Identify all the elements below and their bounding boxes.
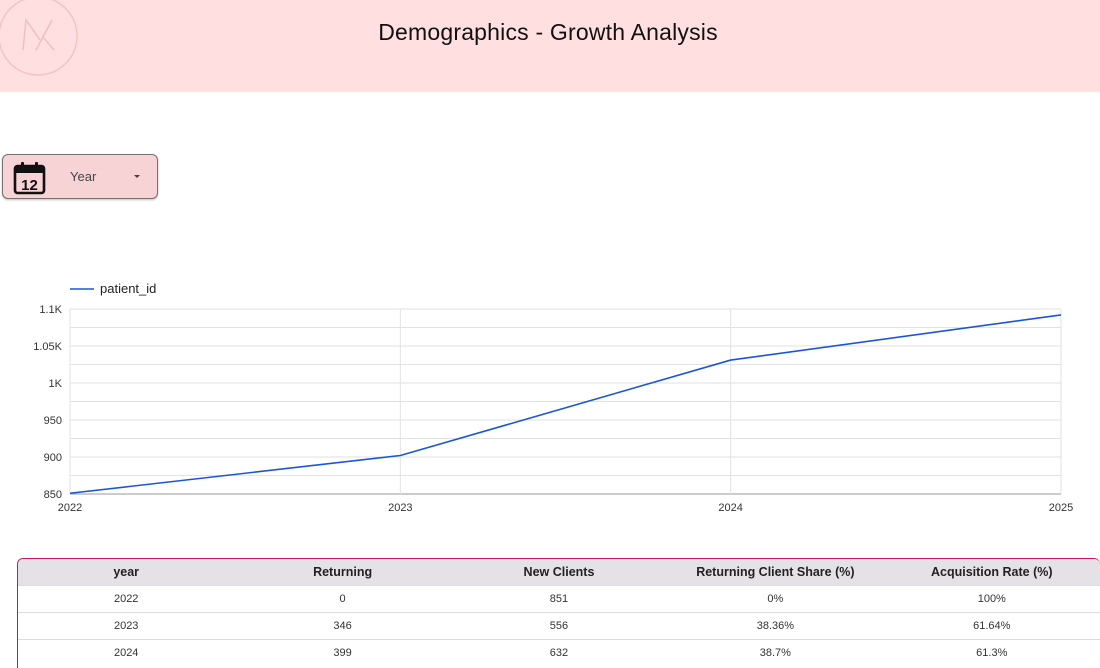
table-cell: 0% — [667, 585, 884, 613]
table-body: 2022 0 851 0% 100% 2023 346 556 38.36% 61.64% 2024… — [18, 585, 1100, 666]
chart-grid — [69, 308, 1062, 495]
series-line[interactable] — [69, 314, 1062, 495]
y-tick-label: 1K — [49, 378, 63, 390]
table-cell: 0 — [234, 585, 451, 613]
column-header[interactable]: Returning — [234, 559, 451, 586]
y-tick-label: 1.05K — [33, 341, 62, 353]
table-header-row: year Returning New Clients Returning Client… — [18, 559, 1100, 586]
column-header[interactable]: Acquisition Rate (%) — [883, 559, 1100, 586]
table-cell: 2022 — [18, 585, 235, 613]
header-banner: Demographics - Growth Analysis — [0, 0, 1100, 92]
chevron-down-icon — [134, 175, 140, 178]
growth-table: year Returning New Clients Returning Client… — [17, 558, 1100, 668]
table-cell: 632 — [450, 639, 668, 666]
y-tick-label: 850 — [44, 489, 62, 501]
calendar-day-number: 12 — [21, 177, 38, 194]
x-tick-label: 2025 — [1049, 502, 1073, 514]
table-cell: 556 — [450, 612, 668, 640]
chart-series — [64, 309, 1067, 499]
table-cell: 346 — [234, 612, 451, 640]
y-axis-ticks: 850 900 950 1K 1.05K 1.1K — [33, 304, 62, 501]
x-tick-label: 2024 — [718, 502, 742, 514]
table-cell: 61.3% — [883, 639, 1100, 666]
column-header[interactable]: year — [18, 559, 235, 586]
year-filter-label: Year — [70, 169, 97, 184]
chart-legend[interactable]: patient_id — [70, 281, 156, 296]
calendar-icon: 12 — [13, 162, 46, 195]
y-tick-label: 1.1K — [39, 304, 62, 316]
growth-line-chart: 850 900 950 1K 1.05K 1.1K 2022 2023 2024 2025 pa… — [0, 276, 1100, 516]
monogram-logo-icon — [0, 0, 78, 76]
y-tick-label: 900 — [44, 452, 62, 464]
data-point[interactable] — [725, 354, 737, 366]
data-point[interactable] — [64, 487, 76, 499]
legend-label: patient_id — [100, 281, 156, 296]
table-cell: 2023 — [18, 612, 235, 640]
line-chart-svg: 850 900 950 1K 1.05K 1.1K 2022 2023 2024 2025 pa… — [33, 281, 1073, 514]
table-cell: 2024 — [18, 639, 235, 666]
year-filter-dropdown[interactable]: 12 Year — [2, 154, 158, 199]
table-cell: 38.7% — [667, 639, 884, 666]
table-cell: 100% — [883, 585, 1100, 613]
table-cell: 61.64% — [883, 612, 1100, 640]
x-tick-label: 2022 — [58, 502, 82, 514]
table-cell: 851 — [450, 585, 668, 613]
table-row: 2024 399 632 38.7% 61.3% — [18, 639, 1100, 666]
table-cell: 399 — [234, 639, 451, 666]
page-title: Demographics - Growth Analysis — [378, 19, 718, 45]
growth-data-table: year Returning New Clients Returning Client… — [18, 559, 1100, 666]
x-tick-label: 2023 — [388, 502, 412, 514]
data-point[interactable] — [394, 450, 406, 462]
x-axis-ticks: 2022 2023 2024 2025 — [58, 502, 1073, 514]
column-header[interactable]: New Clients — [450, 559, 668, 586]
column-header[interactable]: Returning Client Share (%) — [667, 559, 884, 586]
table-row: 2022 0 851 0% 100% — [18, 585, 1100, 613]
data-point[interactable] — [1055, 309, 1067, 321]
table-cell: 38.36% — [667, 612, 884, 640]
table-row: 2023 346 556 38.36% 61.64% — [18, 612, 1100, 640]
y-tick-label: 950 — [44, 415, 62, 427]
